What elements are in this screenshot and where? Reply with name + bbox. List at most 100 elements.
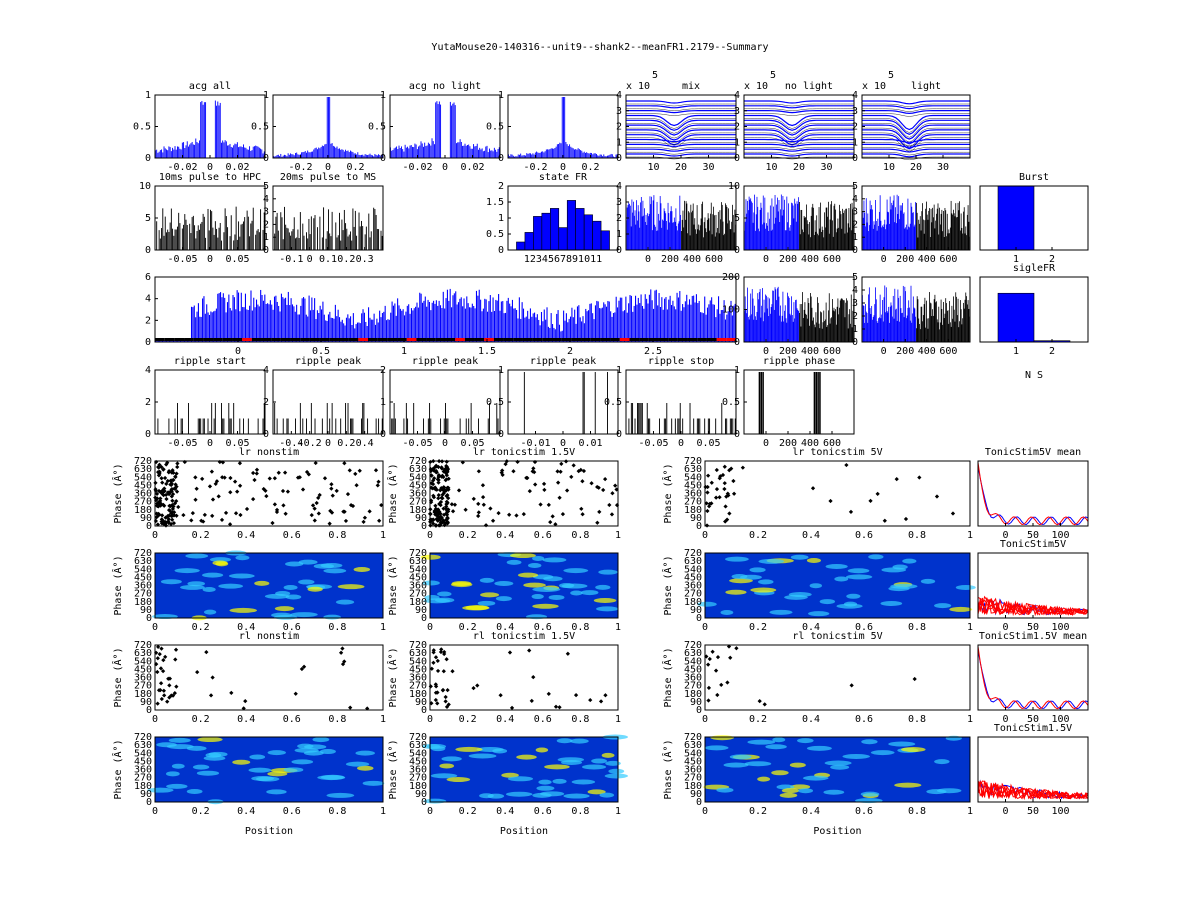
spike-point	[161, 502, 166, 507]
bar-mark	[784, 199, 785, 250]
heatmap-blob	[868, 554, 884, 560]
bar-mark	[220, 292, 222, 342]
bar-mark	[215, 308, 217, 342]
waveform-line	[862, 129, 970, 145]
spike-point	[705, 490, 710, 495]
heatmap-blob	[168, 737, 191, 743]
bar-mark	[330, 236, 332, 250]
bar-mark	[766, 308, 768, 342]
bar-mark	[831, 201, 833, 250]
spike-point	[503, 462, 508, 467]
bar-mark	[908, 300, 910, 342]
spike-point	[322, 476, 328, 481]
bar-mark	[782, 291, 784, 342]
bar-mark	[188, 403, 189, 434]
bar-mark	[195, 238, 197, 250]
bar-mark	[949, 322, 951, 342]
spike-point	[442, 651, 447, 657]
spike-point	[154, 511, 159, 516]
spike-point	[714, 487, 720, 492]
bar-mark	[244, 147, 246, 158]
bar-mark	[404, 315, 406, 342]
bar-mark	[723, 235, 725, 250]
bar-mark	[839, 204, 840, 250]
heatmap-blob	[273, 614, 298, 620]
bar-mark	[534, 312, 536, 342]
x-tick-label: 0.4	[237, 530, 255, 541]
bar-mark	[337, 235, 339, 250]
bar-mark	[765, 294, 767, 342]
y-tick-label: 0.5	[604, 397, 622, 408]
bar-mark	[158, 230, 160, 250]
y-tick-label: 0	[263, 153, 269, 164]
bar-mark	[651, 196, 652, 250]
x-tick-label: 20	[910, 162, 922, 173]
bar-mark	[429, 403, 431, 434]
bar-mark	[222, 293, 224, 342]
x-tick-label: 1	[401, 346, 407, 357]
spike-point	[282, 470, 288, 475]
bar-mark	[238, 292, 240, 342]
panel-title: sigleFR	[1013, 263, 1056, 274]
bar-mark	[667, 202, 669, 250]
bar-mark	[912, 313, 913, 342]
axis-multiplier: x 10	[626, 81, 650, 92]
bar-mark	[204, 313, 206, 342]
heatmap-blob	[809, 583, 822, 589]
bar-mark	[548, 149, 550, 158]
bar-mark	[211, 312, 213, 342]
y-tick-label: 270	[409, 773, 427, 784]
bar-mark	[797, 203, 799, 250]
waveform-line	[626, 148, 736, 152]
y-tick-label: 5	[734, 213, 740, 224]
spike-point	[727, 511, 732, 516]
bar-mark	[921, 211, 923, 250]
bar-mark	[246, 149, 248, 158]
state-strip-mark	[677, 338, 688, 341]
y-tick-label: 3	[852, 207, 858, 218]
bar-mark	[748, 319, 750, 342]
bar-mark	[686, 294, 688, 342]
spike-point	[314, 500, 319, 506]
bar-mark	[605, 306, 608, 342]
bar-mark	[761, 207, 763, 250]
y-axis-label: Phase (Â°)	[661, 647, 674, 707]
bar-mark	[711, 297, 713, 342]
bar-mark	[331, 403, 333, 434]
heatmap-blob	[836, 603, 863, 609]
state-strip-mark	[581, 338, 591, 341]
bar-mark	[190, 143, 192, 158]
bar-mark	[354, 328, 356, 342]
y-tick-label: 0	[734, 245, 740, 256]
bar-mark	[434, 144, 435, 158]
bar-mark	[177, 226, 178, 250]
bar-mark	[806, 204, 807, 250]
bar-mark	[321, 309, 323, 342]
bar-mark	[916, 328, 917, 342]
x-tick-label: 0.8	[908, 806, 926, 817]
bar-mark	[471, 148, 473, 158]
spike-point	[723, 519, 728, 524]
bar-mark	[431, 302, 433, 342]
x-tick-label: 2	[1049, 346, 1055, 357]
bar-mark	[197, 303, 199, 342]
bar-mark	[333, 318, 335, 342]
bar-mark	[824, 227, 826, 250]
x-tick-label: 0.6	[855, 622, 873, 633]
bar-mark	[496, 300, 498, 342]
spike-point	[507, 512, 512, 517]
spike-point	[731, 491, 737, 496]
x-tick-label: 600	[705, 254, 723, 265]
bar-mark	[952, 214, 954, 250]
spike-point	[264, 494, 269, 499]
spike-point	[446, 487, 451, 492]
heatmap-blob	[581, 764, 607, 770]
heatmap-blob	[556, 738, 573, 744]
bar-mark	[415, 144, 417, 158]
bar-mark	[643, 215, 645, 250]
bar-mark	[419, 292, 421, 342]
spike-point	[480, 495, 486, 500]
bar-mark	[806, 318, 808, 342]
